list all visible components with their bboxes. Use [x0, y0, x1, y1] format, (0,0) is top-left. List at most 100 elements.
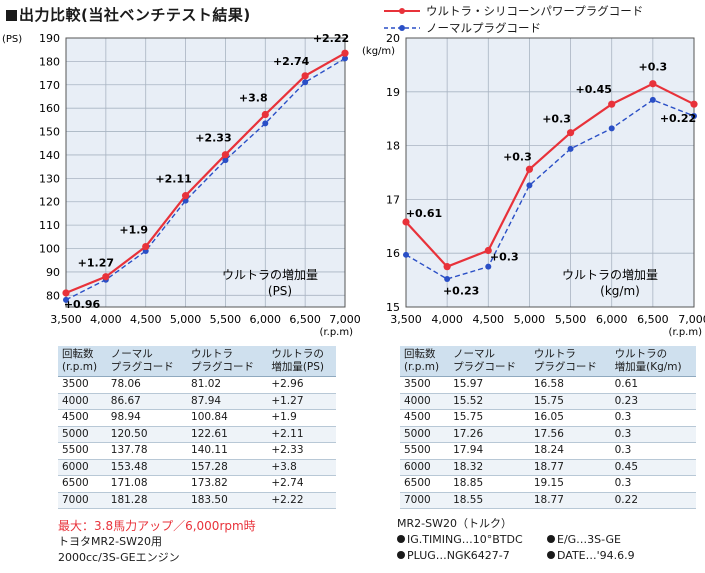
- legend-label-normal: ノーマルプラグコード: [426, 21, 541, 35]
- gain-label: +0.96: [64, 298, 101, 311]
- gain-label: +2.74: [273, 55, 310, 68]
- table-cell: 15.97: [449, 376, 530, 394]
- ultra-series-line: [65, 52, 346, 294]
- normal-data-point: [403, 251, 409, 258]
- table-header-cell: ウルトラ プラグコード: [187, 346, 268, 377]
- x-tick-label: 5,500: [555, 313, 587, 326]
- normal-series-line: [65, 57, 346, 301]
- ultra-data-point: [402, 218, 410, 226]
- test-title: MR2-SW20（トルク）: [397, 517, 512, 530]
- x-tick-label: 6,000: [596, 313, 628, 326]
- plug-note: PLUG…NGK6427-7: [407, 549, 510, 562]
- ultra-data-point: [566, 129, 575, 137]
- x-tick-label: 4,500: [130, 313, 162, 326]
- date-note: DATE…'94.6.9: [557, 549, 635, 562]
- normal-data-point: [608, 125, 615, 132]
- y-axis-unit: (kg/m): [362, 46, 395, 57]
- plot-area: [406, 38, 694, 307]
- table-cell: 16.05: [529, 409, 611, 427]
- table-cell: 0.61: [610, 376, 696, 394]
- legend-swatch-ultra: [384, 8, 420, 14]
- table-header-cell: ノーマル プラグコード: [449, 346, 530, 377]
- table-cell: 181.28: [106, 492, 188, 509]
- table-cell: +1.9: [267, 409, 336, 427]
- table-cell: 15.52: [449, 393, 530, 410]
- normal-data-point: [691, 113, 697, 120]
- table-cell: 4500: [58, 409, 107, 427]
- table-row: 4500 15.75 16.05 0.3: [400, 409, 696, 427]
- y-tick-label: 100: [39, 243, 60, 256]
- gain-label: +0.3: [490, 251, 519, 264]
- y-tick-label: 170: [39, 79, 60, 92]
- ultra-data-point: [525, 165, 534, 173]
- normal-data-point: [526, 182, 533, 189]
- table-row: 5500 17.94 18.24 0.3: [400, 442, 696, 460]
- x-tick-label: 3,500: [390, 313, 422, 326]
- table-cell: 171.08: [106, 475, 188, 493]
- y-tick-label: 90: [46, 266, 60, 279]
- x-tick-label: 4,000: [431, 313, 463, 326]
- ultra-data-point: [690, 100, 698, 108]
- normal-series-line: [405, 99, 695, 280]
- gain-label: +0.3: [503, 150, 532, 163]
- caption-unit: (PS): [268, 284, 292, 298]
- legend-label-ultra: ウルトラ・シリコーンパワープラグコード: [426, 4, 644, 18]
- table-cell: 6000: [58, 459, 107, 476]
- table-cell: 18.24: [529, 442, 611, 460]
- normal-data-point: [222, 157, 229, 164]
- table-cell: 0.3: [610, 442, 696, 460]
- y-tick-label: 110: [39, 219, 60, 232]
- x-axis-unit: (r.p.m): [320, 327, 354, 338]
- table-row: 4000 86.67 87.94 +1.27: [58, 393, 336, 410]
- table-cell: 19.15: [529, 475, 611, 493]
- table-cell: 5000: [58, 426, 107, 443]
- x-tick-label: 7,000: [329, 313, 360, 326]
- table-row: 4500 98.94 100.84 +1.9: [58, 409, 336, 427]
- gain-label: +1.27: [78, 257, 114, 270]
- x-tick-label: 6,500: [289, 313, 321, 326]
- table-cell: 3500: [400, 376, 450, 394]
- table-row: 6000 18.32 18.77 0.45: [400, 459, 696, 476]
- caption-line: ウルトラの増加量: [562, 268, 658, 282]
- table-row: 6500 18.85 19.15 0.3: [400, 475, 696, 493]
- table-cell: 100.84: [187, 409, 268, 427]
- table-row: 5000 17.26 17.56 0.3: [400, 426, 696, 443]
- ultra-series-line: [405, 82, 695, 268]
- gain-label: +2.22: [313, 32, 349, 45]
- gain-label: +3.8: [239, 92, 268, 105]
- table-cell: 17.94: [449, 442, 530, 460]
- table-header-cell: 回転数 (r.p.m): [400, 346, 450, 377]
- table-cell: 183.50: [187, 492, 268, 509]
- table-cell: 140.11: [187, 442, 268, 460]
- table-cell: 87.94: [187, 393, 268, 410]
- x-tick-label: 5,000: [514, 313, 546, 326]
- table-header-cell: ウルトラの 増加量(PS): [267, 346, 336, 377]
- ultra-data-point: [102, 273, 110, 281]
- table-cell: 5000: [400, 426, 450, 443]
- table-cell: 18.32: [449, 459, 530, 476]
- normal-data-point: [302, 79, 309, 86]
- square-bullet-icon: [6, 10, 17, 21]
- ultra-data-point: [181, 192, 190, 200]
- table-cell: 4000: [400, 393, 450, 410]
- table-cell: 16.58: [529, 376, 611, 394]
- legend-swatch-normal: [384, 25, 420, 31]
- plot-frame: [65, 37, 346, 308]
- normal-data-point: [567, 145, 574, 152]
- y-tick-label: 160: [39, 102, 60, 115]
- table-cell: 157.28: [187, 459, 268, 476]
- x-axis-unit: (r.p.m): [669, 327, 703, 338]
- ultra-data-point: [221, 151, 230, 159]
- table-cell: 0.45: [610, 459, 696, 476]
- torque-table: 回転数 (r.p.m) ノーマル プラグコード ウルトラ プラグコード ウルトラの 増加…: [400, 346, 696, 509]
- ultra-data-point: [142, 242, 150, 251]
- table-cell: 15.75: [529, 393, 611, 410]
- table-cell: +1.27: [267, 393, 336, 410]
- legend: ウルトラ・シリコーンパワープラグコード ノーマルプラグコード: [382, 2, 702, 36]
- plot-frame: [405, 37, 695, 308]
- table-cell: +3.8: [267, 459, 336, 476]
- table-cell: 0.3: [610, 409, 696, 427]
- normal-data-point: [649, 96, 656, 103]
- table-header-cell: ノーマル プラグコード: [106, 346, 188, 377]
- gain-label: +0.3: [639, 61, 668, 74]
